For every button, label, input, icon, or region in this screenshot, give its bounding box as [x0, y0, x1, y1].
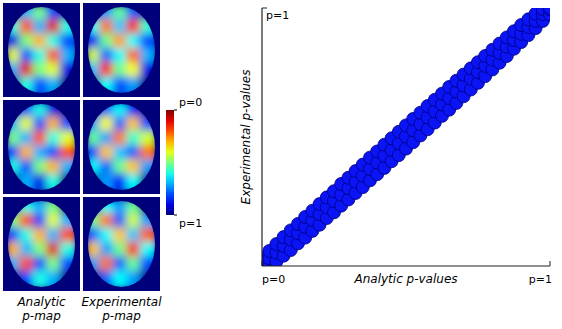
brain-map: [86, 199, 157, 289]
x-axis: [262, 265, 550, 266]
map-cell: [140, 174, 157, 192]
x-tick-label: p=0: [262, 273, 285, 286]
colorbar-label: p=0: [179, 96, 202, 109]
map-background: [3, 197, 80, 291]
colorbar-tick: [174, 110, 177, 111]
colorbar-label: p=1: [179, 217, 202, 230]
brain-map: [6, 199, 77, 289]
label-line: Experimental: [81, 295, 162, 309]
panel-label: Analyticp-map: [16, 295, 66, 323]
x-tick: [550, 261, 551, 266]
x-tick-label: p=1: [529, 273, 552, 286]
map-cells: [6, 199, 77, 289]
label-line: p-map: [21, 309, 61, 323]
map-cells: [86, 102, 157, 192]
map-cell: [140, 77, 157, 95]
brain-map: [6, 5, 77, 95]
y-axis: [261, 8, 262, 266]
brain-map: [86, 5, 157, 95]
brain-map: [86, 102, 157, 192]
figure: Analyticp-mapExperimentalp-mapp=0p=1p=0p…: [0, 0, 562, 329]
map-cell: [60, 174, 77, 192]
map-cells: [86, 199, 157, 289]
map-cells: [6, 5, 77, 95]
point: [544, 8, 551, 15]
map-background: [83, 100, 160, 194]
brain-map: [6, 102, 77, 192]
x-axis-title: Analytic p-values: [353, 272, 457, 286]
points: [262, 8, 550, 266]
map-cell: [60, 77, 77, 95]
map-cells: [86, 5, 157, 95]
panel-label: Experimentalp-map: [81, 295, 162, 323]
y-tick-label: p=1: [266, 9, 289, 22]
map-background: [83, 3, 160, 97]
label-line: Analytic: [16, 295, 66, 309]
map-cell: [140, 271, 157, 289]
map-background: [3, 3, 80, 97]
label-line: p-map: [101, 309, 141, 323]
colorbar: [166, 110, 174, 215]
map-cells: [6, 102, 77, 192]
map-background: [3, 100, 80, 194]
map-background: [83, 197, 160, 291]
y-axis-title: Experimental p-values: [239, 70, 253, 205]
map-cell: [60, 271, 77, 289]
x-tick: [262, 261, 263, 266]
colorbar-tick: [174, 215, 177, 216]
